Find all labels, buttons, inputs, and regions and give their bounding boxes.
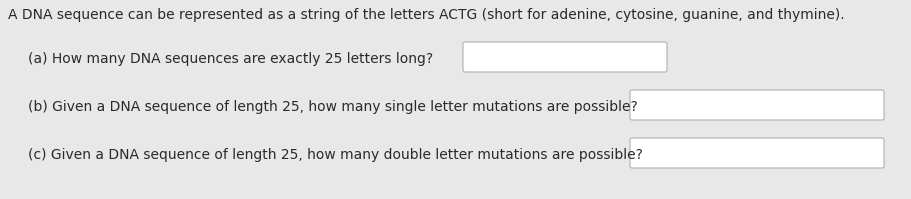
FancyBboxPatch shape [463, 42, 667, 72]
Text: A DNA sequence can be represented as a string of the letters ACTG (short for ade: A DNA sequence can be represented as a s… [8, 8, 844, 22]
Text: (b) Given a DNA sequence of length 25, how many single letter mutations are poss: (b) Given a DNA sequence of length 25, h… [28, 100, 638, 114]
FancyBboxPatch shape [630, 90, 884, 120]
Text: (a) How many DNA sequences are exactly 25 letters long?: (a) How many DNA sequences are exactly 2… [28, 52, 433, 66]
Text: (c) Given a DNA sequence of length 25, how many double letter mutations are poss: (c) Given a DNA sequence of length 25, h… [28, 148, 643, 162]
FancyBboxPatch shape [630, 138, 884, 168]
